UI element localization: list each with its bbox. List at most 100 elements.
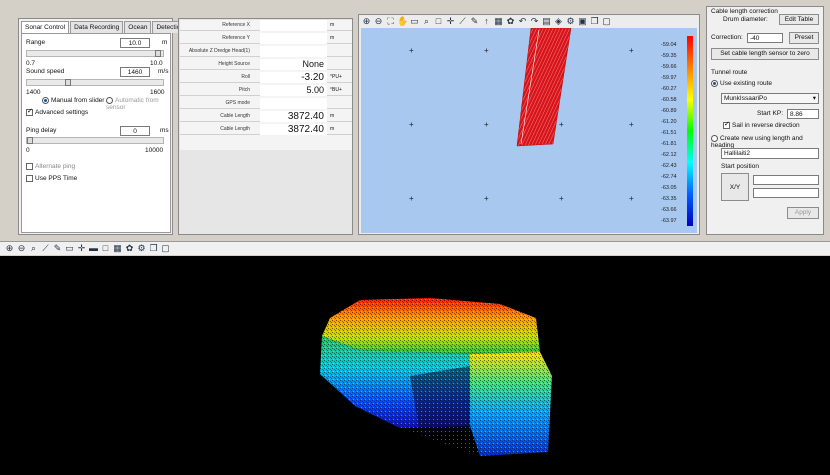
crosshair-icon[interactable]: ✛ [77, 242, 86, 253]
tunnel-point-cloud [320, 298, 552, 456]
grid-row-value: None [260, 59, 327, 70]
auto-sensor-radio[interactable] [106, 97, 113, 104]
measure-icon[interactable]: ⌕ [423, 16, 430, 26]
grid-row-value: -3.20 [260, 72, 327, 83]
zoom-extent-icon[interactable]: ⛶ [387, 16, 394, 26]
point-cloud-view[interactable] [0, 256, 830, 475]
ping-delay-slider-thumb[interactable] [27, 137, 33, 144]
zoom-in-icon[interactable]: ⊕ [362, 16, 371, 26]
range-input[interactable]: 10.0 [120, 38, 150, 48]
grid-row-value [260, 98, 327, 109]
color-icon[interactable]: ✿ [125, 242, 134, 253]
pan-icon[interactable]: ✋ [397, 16, 409, 26]
draw-line-icon[interactable]: ⟋ [42, 242, 49, 253]
select-rect-icon[interactable]: □ [102, 242, 109, 253]
sound-speed-slider-thumb[interactable] [65, 79, 71, 86]
layer-icon[interactable]: ▦ [494, 16, 503, 26]
range-slider[interactable] [26, 50, 164, 57]
pencil-icon[interactable]: ✎ [53, 242, 62, 253]
route-select[interactable]: MunkIssaariPo ▾ [721, 93, 819, 104]
layer-icon[interactable]: ▦ [113, 242, 122, 253]
sound-speed-slider[interactable] [26, 79, 164, 86]
tab-sonar-control[interactable]: Sonar Control [21, 21, 70, 33]
set-zero-button[interactable]: Set cable length sensor to zero [711, 48, 819, 60]
draw-line-icon[interactable]: ⟋ [459, 16, 466, 26]
range-slider-thumb[interactable] [155, 50, 161, 57]
xy-button[interactable]: X/Y [721, 173, 749, 201]
tab-ocean[interactable]: Ocean [124, 21, 152, 33]
window-icon[interactable]: ▢ [602, 16, 611, 26]
map-canvas[interactable]: + + + + + + + + + + + -59.04- [361, 28, 697, 233]
copy-icon[interactable]: ❐ [149, 242, 158, 253]
copy-icon[interactable]: ❐ [590, 16, 599, 26]
sail-reverse-option[interactable]: Sail in reverse direction [723, 120, 800, 129]
grid-row-label: Cable Length [220, 113, 250, 119]
depth-scale-label: -62.12 [661, 152, 677, 158]
window-icon[interactable]: ▢ [161, 242, 170, 253]
grid-row-value: 3872.40 [260, 124, 327, 135]
sound-speed-input[interactable]: 1460 [120, 67, 150, 77]
ping-delay-input[interactable]: 0 [120, 126, 150, 136]
ping-delay-slider[interactable] [26, 137, 164, 144]
preset-button[interactable]: Preset [789, 32, 819, 44]
depth-scale-label: -61.20 [661, 119, 677, 125]
settings-icon[interactable]: ⚙ [566, 16, 575, 26]
sail-reverse-checkbox[interactable] [723, 120, 730, 129]
create-new-option[interactable]: Create new using length and heading [711, 135, 823, 149]
ruler-icon[interactable]: ▭ [410, 16, 419, 26]
alternate-ping-option[interactable]: Alternate ping [26, 163, 75, 170]
start-position-label: Start position [721, 163, 759, 170]
grid-cross: + [629, 194, 634, 203]
manual-slider-radio[interactable] [42, 97, 49, 104]
auto-sensor-label: Automatic from sensor [106, 97, 159, 112]
grid-cross: + [559, 194, 564, 203]
grid-row: Roll -3.20 °PU+ [180, 72, 352, 83]
ruler-icon[interactable]: ▭ [65, 242, 74, 253]
apply-button[interactable]: Apply [787, 207, 819, 219]
new-route-name-input[interactable]: Hallilaiti2 [721, 148, 819, 159]
grid-cross: + [484, 46, 489, 55]
tab-data-recording[interactable]: Data Recording [70, 21, 124, 33]
pps-time-checkbox[interactable] [26, 175, 33, 182]
grid-icon[interactable]: ▤ [542, 16, 551, 26]
grid-row-unit: m [330, 35, 335, 41]
advanced-settings-checkbox[interactable] [26, 107, 33, 116]
edit-point-icon[interactable]: ✎ [470, 16, 479, 26]
color-icon[interactable]: ✿ [506, 16, 515, 26]
grid-row-unit: °BU+ [330, 87, 342, 93]
grid-row-unit: m [330, 126, 335, 132]
sound-speed-label: Sound speed [26, 68, 65, 75]
correction-input[interactable]: -40 [747, 33, 783, 43]
redo-icon[interactable]: ↷ [530, 16, 539, 26]
zoom-out-icon[interactable]: ⊖ [374, 16, 383, 26]
use-existing-option[interactable]: Use existing route [711, 80, 772, 87]
camera-icon[interactable]: ▬ [89, 242, 98, 253]
chevron-down-icon[interactable]: ▾ [812, 95, 816, 102]
grid-row-value [260, 20, 327, 31]
create-new-radio[interactable] [711, 135, 718, 142]
select-rect-icon[interactable]: □ [435, 16, 442, 26]
start-y-input[interactable] [753, 188, 819, 198]
settings-icon[interactable]: ⚙ [137, 242, 146, 253]
use-existing-radio[interactable] [711, 80, 718, 87]
edit-table-button[interactable]: Edit Table [779, 14, 819, 25]
depth-scale-label: -59.35 [661, 53, 677, 59]
advanced-settings-option[interactable]: Advanced settings [26, 107, 88, 116]
track-icon[interactable]: ↑ [484, 16, 489, 26]
cable-correction-panel: Cable length correction Drum diameter: E… [706, 6, 824, 235]
create-new-label: Create new using length and heading [711, 135, 803, 150]
grid-row: Cable Length 3872.40 m [180, 124, 352, 135]
start-kp-input[interactable]: 8.86 [787, 109, 819, 119]
alternate-ping-checkbox[interactable] [26, 163, 33, 170]
palette-icon[interactable]: ◈ [555, 16, 562, 26]
undo-icon[interactable]: ↶ [518, 16, 527, 26]
manual-slider-option[interactable]: Manual from slider [42, 97, 104, 104]
crosshair-icon[interactable]: ✛ [446, 16, 455, 26]
zoom-out-icon[interactable]: ⊖ [17, 242, 26, 253]
pps-time-option[interactable]: Use PPS Time [26, 175, 77, 182]
start-x-input[interactable] [753, 175, 819, 185]
auto-sensor-option[interactable]: Automatic from sensor [106, 97, 170, 111]
magnify-icon[interactable]: ⌕ [30, 242, 37, 253]
zoom-in-icon[interactable]: ⊕ [5, 242, 14, 253]
chart-icon[interactable]: ▣ [578, 16, 587, 26]
